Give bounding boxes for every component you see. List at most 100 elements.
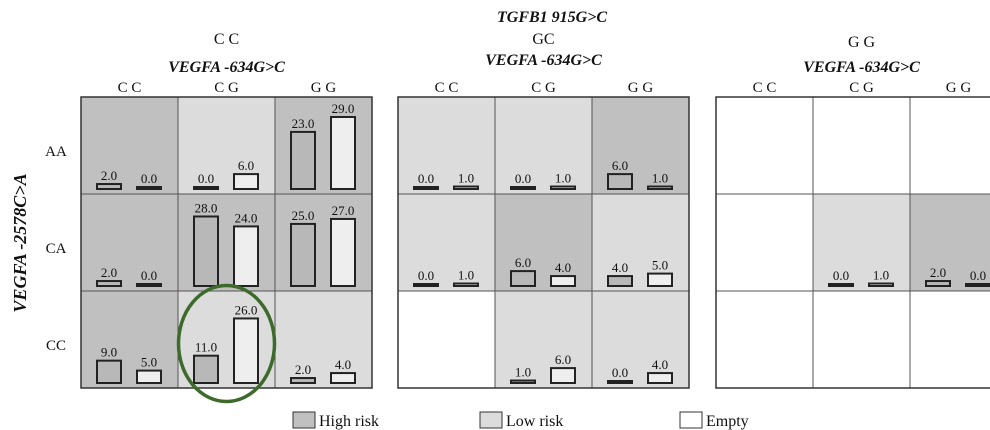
legend-swatch [679, 411, 703, 429]
bar-value-label: 26.0 [235, 302, 258, 317]
bar-value-label: 0.0 [970, 268, 986, 283]
cell-high-risk: 6.0 4.0 [494, 193, 593, 292]
cell-background [812, 96, 911, 195]
bar-value-label: 2.0 [101, 168, 117, 183]
control-bar [453, 282, 479, 288]
legend: High risk Low risk Empty [292, 411, 749, 430]
panel-3: G G VEGFA -634G>C C C C G G G 0.0 1.0 2.0 0.0 [715, 34, 990, 389]
case-bar [510, 186, 536, 190]
cell-low-risk: 0.0 1.0 [812, 193, 911, 292]
bar-value-label: 0.0 [612, 365, 628, 380]
case-bar [290, 377, 316, 385]
cell-empty-risk [397, 290, 496, 389]
cell-low-risk: 0.0 1.0 [397, 96, 496, 195]
panel-1: C C VEGFA -634G>C C C C G G G 2.0 0.0 0.0 6.0 23.… [80, 31, 373, 389]
case-bar [510, 270, 536, 288]
case-bar [510, 379, 536, 385]
control-bar [647, 372, 673, 385]
cell-background [494, 96, 593, 195]
cell-high-risk: 9.0 5.0 [80, 290, 179, 389]
cell-high-risk: 25.0 27.0 [274, 193, 373, 292]
control-bar [233, 225, 259, 287]
column-label: G G [311, 80, 337, 96]
legend-label: Empty [706, 413, 749, 430]
bar-value-label: 4.0 [335, 357, 351, 372]
control-bar [136, 283, 162, 287]
column-label: G G [628, 80, 654, 96]
cell-low-risk: 11.0 26.0 [177, 290, 276, 389]
panel-axis-label: VEGFA -634G>C [168, 59, 285, 76]
case-bar [828, 283, 854, 287]
case-bar [290, 130, 316, 190]
cell-background [494, 290, 593, 389]
bar-value-label: 1.0 [652, 171, 668, 186]
control-bar [330, 116, 356, 190]
bar-value-label: 0.0 [141, 171, 157, 186]
cell-empty-risk [715, 96, 814, 195]
bar-value-label: 4.0 [652, 357, 668, 372]
panel-genotype-label: G G [848, 34, 876, 51]
case-bar [290, 222, 316, 287]
bar-value-label: 27.0 [332, 203, 355, 218]
case-bar [607, 275, 633, 288]
control-bar [233, 317, 259, 384]
control-bar [330, 217, 356, 287]
case-bar [193, 215, 219, 287]
cell-background [715, 193, 814, 292]
control-bar [330, 372, 356, 385]
control-bar [647, 272, 673, 288]
cell-background [397, 96, 496, 195]
bar-value-label: 24.0 [235, 210, 258, 225]
cell-background [177, 290, 276, 389]
cell-background [812, 290, 911, 389]
row-label: CA [46, 241, 67, 257]
cell-background [909, 96, 990, 195]
top-title: TGFB1 915G>C [497, 9, 607, 26]
column-label: C G [531, 80, 556, 96]
case-bar [193, 186, 219, 190]
bar-value-label: 1.0 [458, 268, 474, 283]
cell-empty-risk [909, 96, 990, 195]
cell-background [494, 193, 593, 292]
case-bar [193, 354, 219, 385]
column-label: G G [946, 80, 972, 96]
bar-value-label: 11.0 [195, 340, 217, 355]
control-bar [550, 185, 576, 191]
panel-genotype-label: C C [214, 31, 239, 48]
panel-axis-label: VEGFA -634G>C [485, 52, 602, 69]
cell-background [80, 193, 179, 292]
cell-background [274, 193, 373, 292]
cell-background [715, 96, 814, 195]
case-bar [96, 280, 122, 288]
bar-value-label: 0.0 [198, 171, 214, 186]
cell-background [397, 193, 496, 292]
cell-background [812, 193, 911, 292]
cell-empty-risk [715, 193, 814, 292]
cell-background [397, 290, 496, 389]
bar-value-label: 28.0 [195, 200, 218, 215]
case-bar [96, 359, 122, 385]
bar-value-label: 6.0 [612, 158, 628, 173]
cell-high-risk: 2.0 0.0 [909, 193, 990, 292]
cell-background [80, 290, 179, 389]
cell-background [591, 290, 690, 389]
cell-background [909, 290, 990, 389]
legend-label: High risk [319, 413, 379, 430]
row-label: CC [46, 338, 66, 354]
cell-low-risk: 0.0 1.0 [397, 193, 496, 292]
row-label: AA [45, 144, 67, 160]
highlight-ellipse [176, 283, 277, 404]
cell-high-risk: 28.0 24.0 [177, 193, 276, 292]
cell-background [80, 96, 179, 195]
bar-value-label: 2.0 [930, 265, 946, 280]
panel-axis-label: VEGFA -634G>C [803, 59, 920, 76]
panels-group: C C VEGFA -634G>C C C C G G G 2.0 0.0 0.0 6.0 23.… [45, 31, 990, 404]
bar-value-label: 2.0 [101, 265, 117, 280]
bar-value-label: 1.0 [515, 365, 531, 380]
bar-value-label: 6.0 [555, 352, 571, 367]
cell-low-risk: 2.0 4.0 [274, 290, 373, 389]
bar-value-label: 23.0 [292, 116, 315, 131]
cell-empty-risk [715, 290, 814, 389]
bar-value-label: 2.0 [295, 362, 311, 377]
